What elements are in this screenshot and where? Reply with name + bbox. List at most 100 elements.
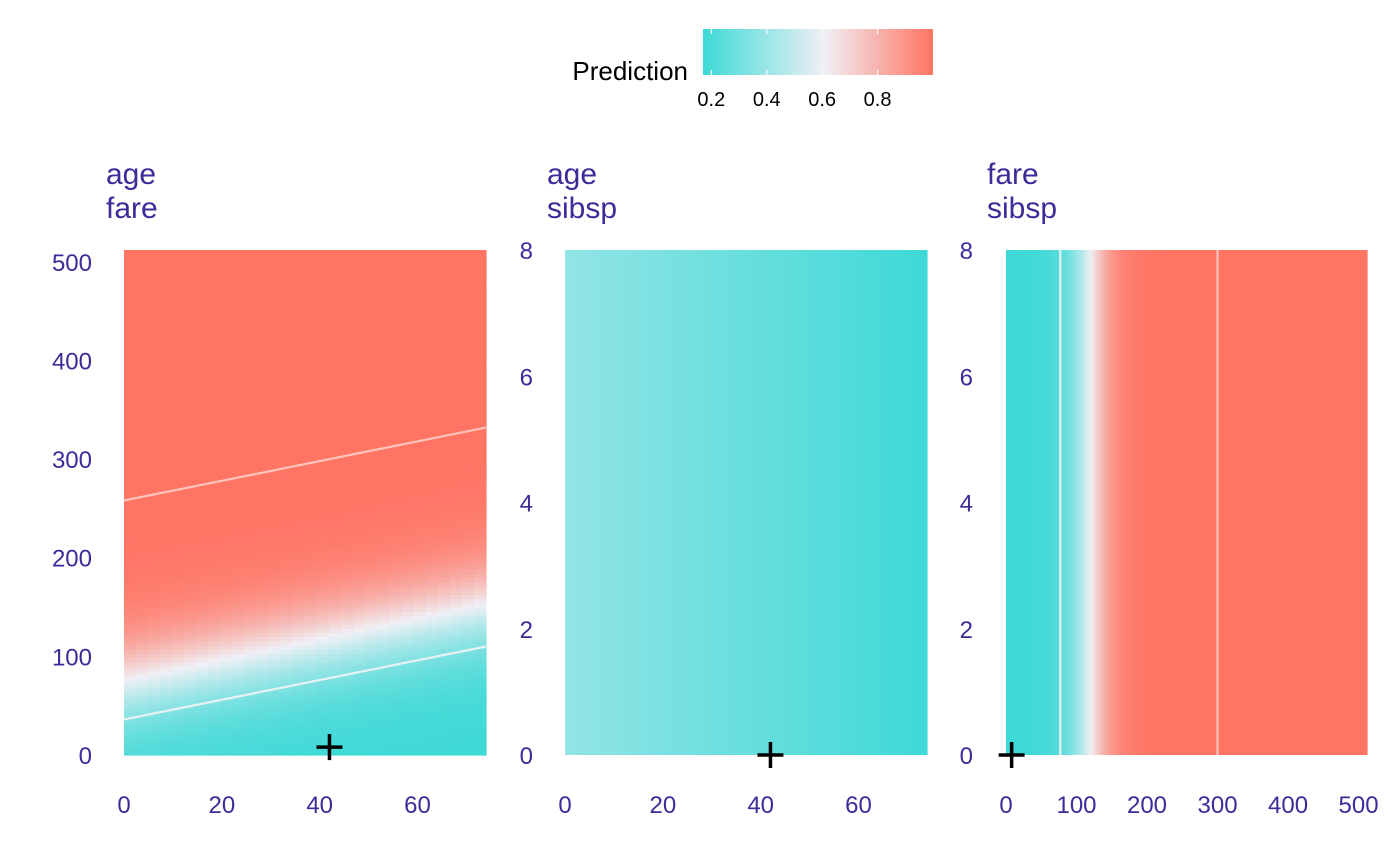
heatmap-cell [196, 426, 210, 432]
heatmap-cell [389, 388, 403, 394]
panel-title-line: age [547, 158, 597, 191]
heatmap-cell [160, 338, 173, 344]
heatmap-cell [305, 355, 318, 361]
heatmap-cell [292, 700, 306, 706]
heatmap-cell [1336, 250, 1341, 755]
heatmap-cell [244, 742, 258, 748]
heatmap-cell [268, 704, 282, 710]
heatmap-cell [220, 750, 234, 756]
heatmap-cell [425, 397, 439, 403]
heatmap-cell [413, 258, 427, 264]
heatmap-cell [220, 746, 234, 752]
heatmap-cell [776, 250, 780, 755]
heatmap-cell [317, 515, 330, 520]
heatmap-cell [292, 258, 306, 264]
heatmap-cell [377, 750, 391, 756]
heatmap-cell [437, 654, 451, 659]
heatmap-cell [377, 334, 391, 339]
heatmap-cell [232, 351, 246, 356]
heatmap-cell [401, 582, 415, 588]
heatmap-cell [136, 725, 149, 731]
heatmap-cell [220, 675, 234, 680]
heatmap-cell [389, 641, 403, 647]
heatmap-cell [136, 658, 149, 664]
heatmap-cell [425, 721, 439, 727]
heatmap-cell [136, 540, 149, 546]
heatmap-cell [256, 275, 270, 281]
heatmap-cell [148, 729, 161, 735]
heatmap-cell [595, 250, 599, 755]
heatmap-cell [377, 729, 391, 735]
heatmap-cell [196, 527, 210, 533]
heatmap-cell [268, 502, 282, 508]
heatmap-cell [401, 620, 415, 626]
heatmap-cell [244, 586, 258, 592]
heatmap-cell [184, 473, 197, 478]
heatmap-cell [184, 574, 197, 579]
heatmap-cell [124, 287, 137, 293]
heatmap-cell [280, 548, 294, 554]
heatmap-cell [341, 473, 354, 478]
heatmap-cell [857, 250, 862, 755]
heatmap-cell [256, 334, 270, 339]
heatmap-cell [437, 388, 451, 394]
heatmap-cell [292, 553, 306, 558]
heatmap-cell [268, 388, 282, 394]
heatmap-cell [329, 574, 342, 579]
heatmap-cell [1354, 250, 1359, 755]
heatmap-cell [184, 279, 197, 285]
heatmap-cell [365, 367, 378, 373]
heatmap-cell [317, 502, 330, 508]
heatmap-cell [208, 666, 222, 672]
heatmap-cell [437, 283, 451, 289]
heatmap-cell [317, 283, 330, 289]
heatmap-cell [160, 304, 173, 310]
heatmap-cell [449, 561, 463, 567]
heatmap-cell [389, 430, 403, 436]
heatmap-cell [232, 662, 246, 668]
heatmap-cell [136, 363, 149, 369]
heatmap-cell [437, 435, 451, 440]
heatmap-cell [329, 250, 342, 255]
heatmap-cell [473, 666, 487, 672]
heatmap-cell [413, 346, 427, 352]
heatmap-cell [172, 700, 185, 706]
heatmap-cell [172, 275, 185, 281]
heatmap-cell [389, 342, 403, 348]
heatmap-cell [280, 578, 294, 584]
heatmap-cell [280, 283, 294, 289]
heatmap-cell [208, 565, 222, 571]
heatmap-cell [184, 313, 197, 318]
heatmap-cell [256, 712, 270, 718]
heatmap-cell [256, 683, 270, 689]
heatmap-cell [196, 750, 210, 756]
heatmap-cell [305, 296, 318, 302]
heatmap-cell [329, 582, 342, 588]
heatmap-cell [413, 292, 427, 297]
heatmap-cell [401, 329, 415, 335]
heatmap-cell [184, 292, 197, 297]
heatmap-cell [1081, 250, 1085, 755]
heatmap-cell [911, 250, 916, 755]
heatmap-cell [232, 313, 246, 318]
heatmap-cell [329, 645, 342, 651]
x-tick-label: 100 [1056, 792, 1096, 819]
heatmap-cell [377, 540, 391, 546]
heatmap-cell [208, 696, 222, 701]
heatmap-cell [208, 380, 222, 386]
heatmap-cell [148, 266, 161, 272]
heatmap-cell [1108, 250, 1112, 755]
heatmap-cell [425, 346, 439, 352]
heatmap-cell [148, 355, 161, 361]
heatmap-cell [256, 325, 270, 331]
heatmap-cell [365, 750, 378, 756]
heatmap-cell [413, 380, 427, 386]
heatmap-cell [329, 409, 342, 415]
heatmap-cell [305, 422, 318, 428]
heatmap-cell [1123, 250, 1127, 755]
heatmap-cell [244, 464, 258, 470]
heatmap-cell [887, 250, 892, 755]
heatmap-cell [256, 717, 270, 722]
heatmap-cell [473, 700, 487, 706]
heatmap-cell [317, 746, 330, 752]
